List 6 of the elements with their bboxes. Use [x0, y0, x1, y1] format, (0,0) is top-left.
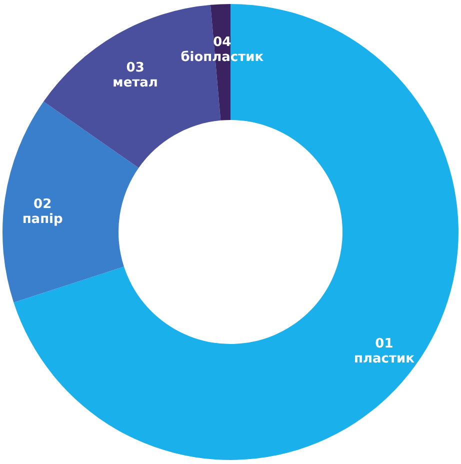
- slice-label: 04 біопластик: [180, 35, 264, 66]
- slice-label: 03 метал: [112, 60, 158, 91]
- slice-label: 02 папір: [22, 197, 63, 228]
- donut-slice: [14, 4, 458, 460]
- slice-label: 01 пластик: [354, 336, 415, 367]
- donut-slice: [2, 101, 139, 302]
